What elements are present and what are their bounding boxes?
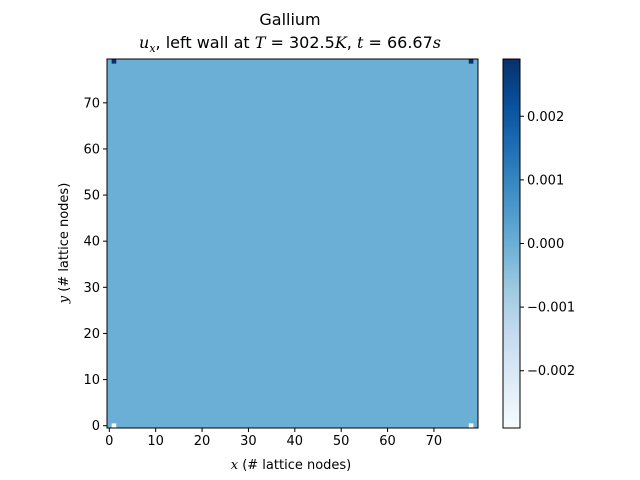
heatmap-cell-2 — [111, 423, 117, 428]
plot-area: 0 10 20 30 40 50 60 70 0 10 20 30 40 50 60 70 — [83, 58, 479, 449]
y-tick-label: 60 — [83, 142, 100, 157]
subtitle-text2: , — [346, 33, 357, 52]
subtitle-t-value: = 66.67 — [363, 33, 433, 52]
y-tick-label: 10 — [83, 373, 100, 388]
subtitle-text1: , left wall at — [155, 33, 255, 52]
subtitle-t-unit: s — [432, 33, 441, 52]
y-tick-label: 50 — [83, 189, 100, 204]
subtitle-var: u — [139, 33, 150, 52]
colorbar-tick-label: 0.000 — [527, 237, 564, 252]
colorbar-tick-label: 0.002 — [527, 110, 564, 125]
heatmap-cell-0 — [111, 59, 117, 64]
colorbar-gradient — [502, 58, 521, 429]
chart-title: Gallium — [0, 10, 580, 29]
axes-frame — [106, 58, 479, 429]
x-tick-label: 0 — [105, 434, 113, 449]
x-tick-label: 40 — [287, 434, 304, 449]
subtitle-t-symbol: t — [356, 33, 364, 52]
x-tick-label: 70 — [426, 434, 443, 449]
colorbar: −0.002 −0.001 0.000 0.001 0.002 — [502, 58, 575, 429]
y-tick-label: 40 — [83, 235, 100, 250]
heatmap-field — [107, 59, 478, 428]
colorbar-tick-label: 0.001 — [527, 173, 564, 188]
x-tick-label: 60 — [379, 434, 396, 449]
subtitle-T-unit: K — [334, 33, 347, 52]
y-tick-label: 70 — [83, 96, 100, 111]
x-tick-label: 10 — [147, 434, 164, 449]
x-axis-label-text: (# lattice nodes) — [238, 458, 351, 473]
x-tick-label: 50 — [333, 434, 350, 449]
y-tick-label: 30 — [83, 281, 100, 296]
subtitle-T-symbol: T — [254, 33, 266, 52]
y-axis-label-text: (# lattice nodes) — [57, 183, 72, 296]
subtitle-T-value: = 302.5 — [265, 33, 335, 52]
y-tick-label: 0 — [92, 419, 100, 434]
chart-subtitle: ux, left wall at T = 302.5K, t = 66.67s — [0, 33, 580, 55]
x-tick-label: 30 — [240, 434, 257, 449]
y-tick-label: 20 — [83, 327, 100, 342]
x-tick-label: 20 — [194, 434, 211, 449]
colorbar-tick-label: −0.002 — [527, 364, 575, 379]
heatmap-cell-1 — [468, 59, 474, 64]
y-axis-label: y (# lattice nodes) — [57, 183, 72, 305]
subtitle-var-sub: x — [149, 42, 156, 56]
x-axis-label: x (# lattice nodes) — [231, 458, 352, 473]
heatmap-cell-3 — [468, 423, 474, 428]
y-axis-label-symbol: y — [57, 295, 72, 304]
colorbar-tick-label: −0.001 — [527, 301, 575, 316]
x-axis-label-symbol: x — [231, 458, 239, 473]
chart-title-text: Gallium — [259, 10, 321, 29]
